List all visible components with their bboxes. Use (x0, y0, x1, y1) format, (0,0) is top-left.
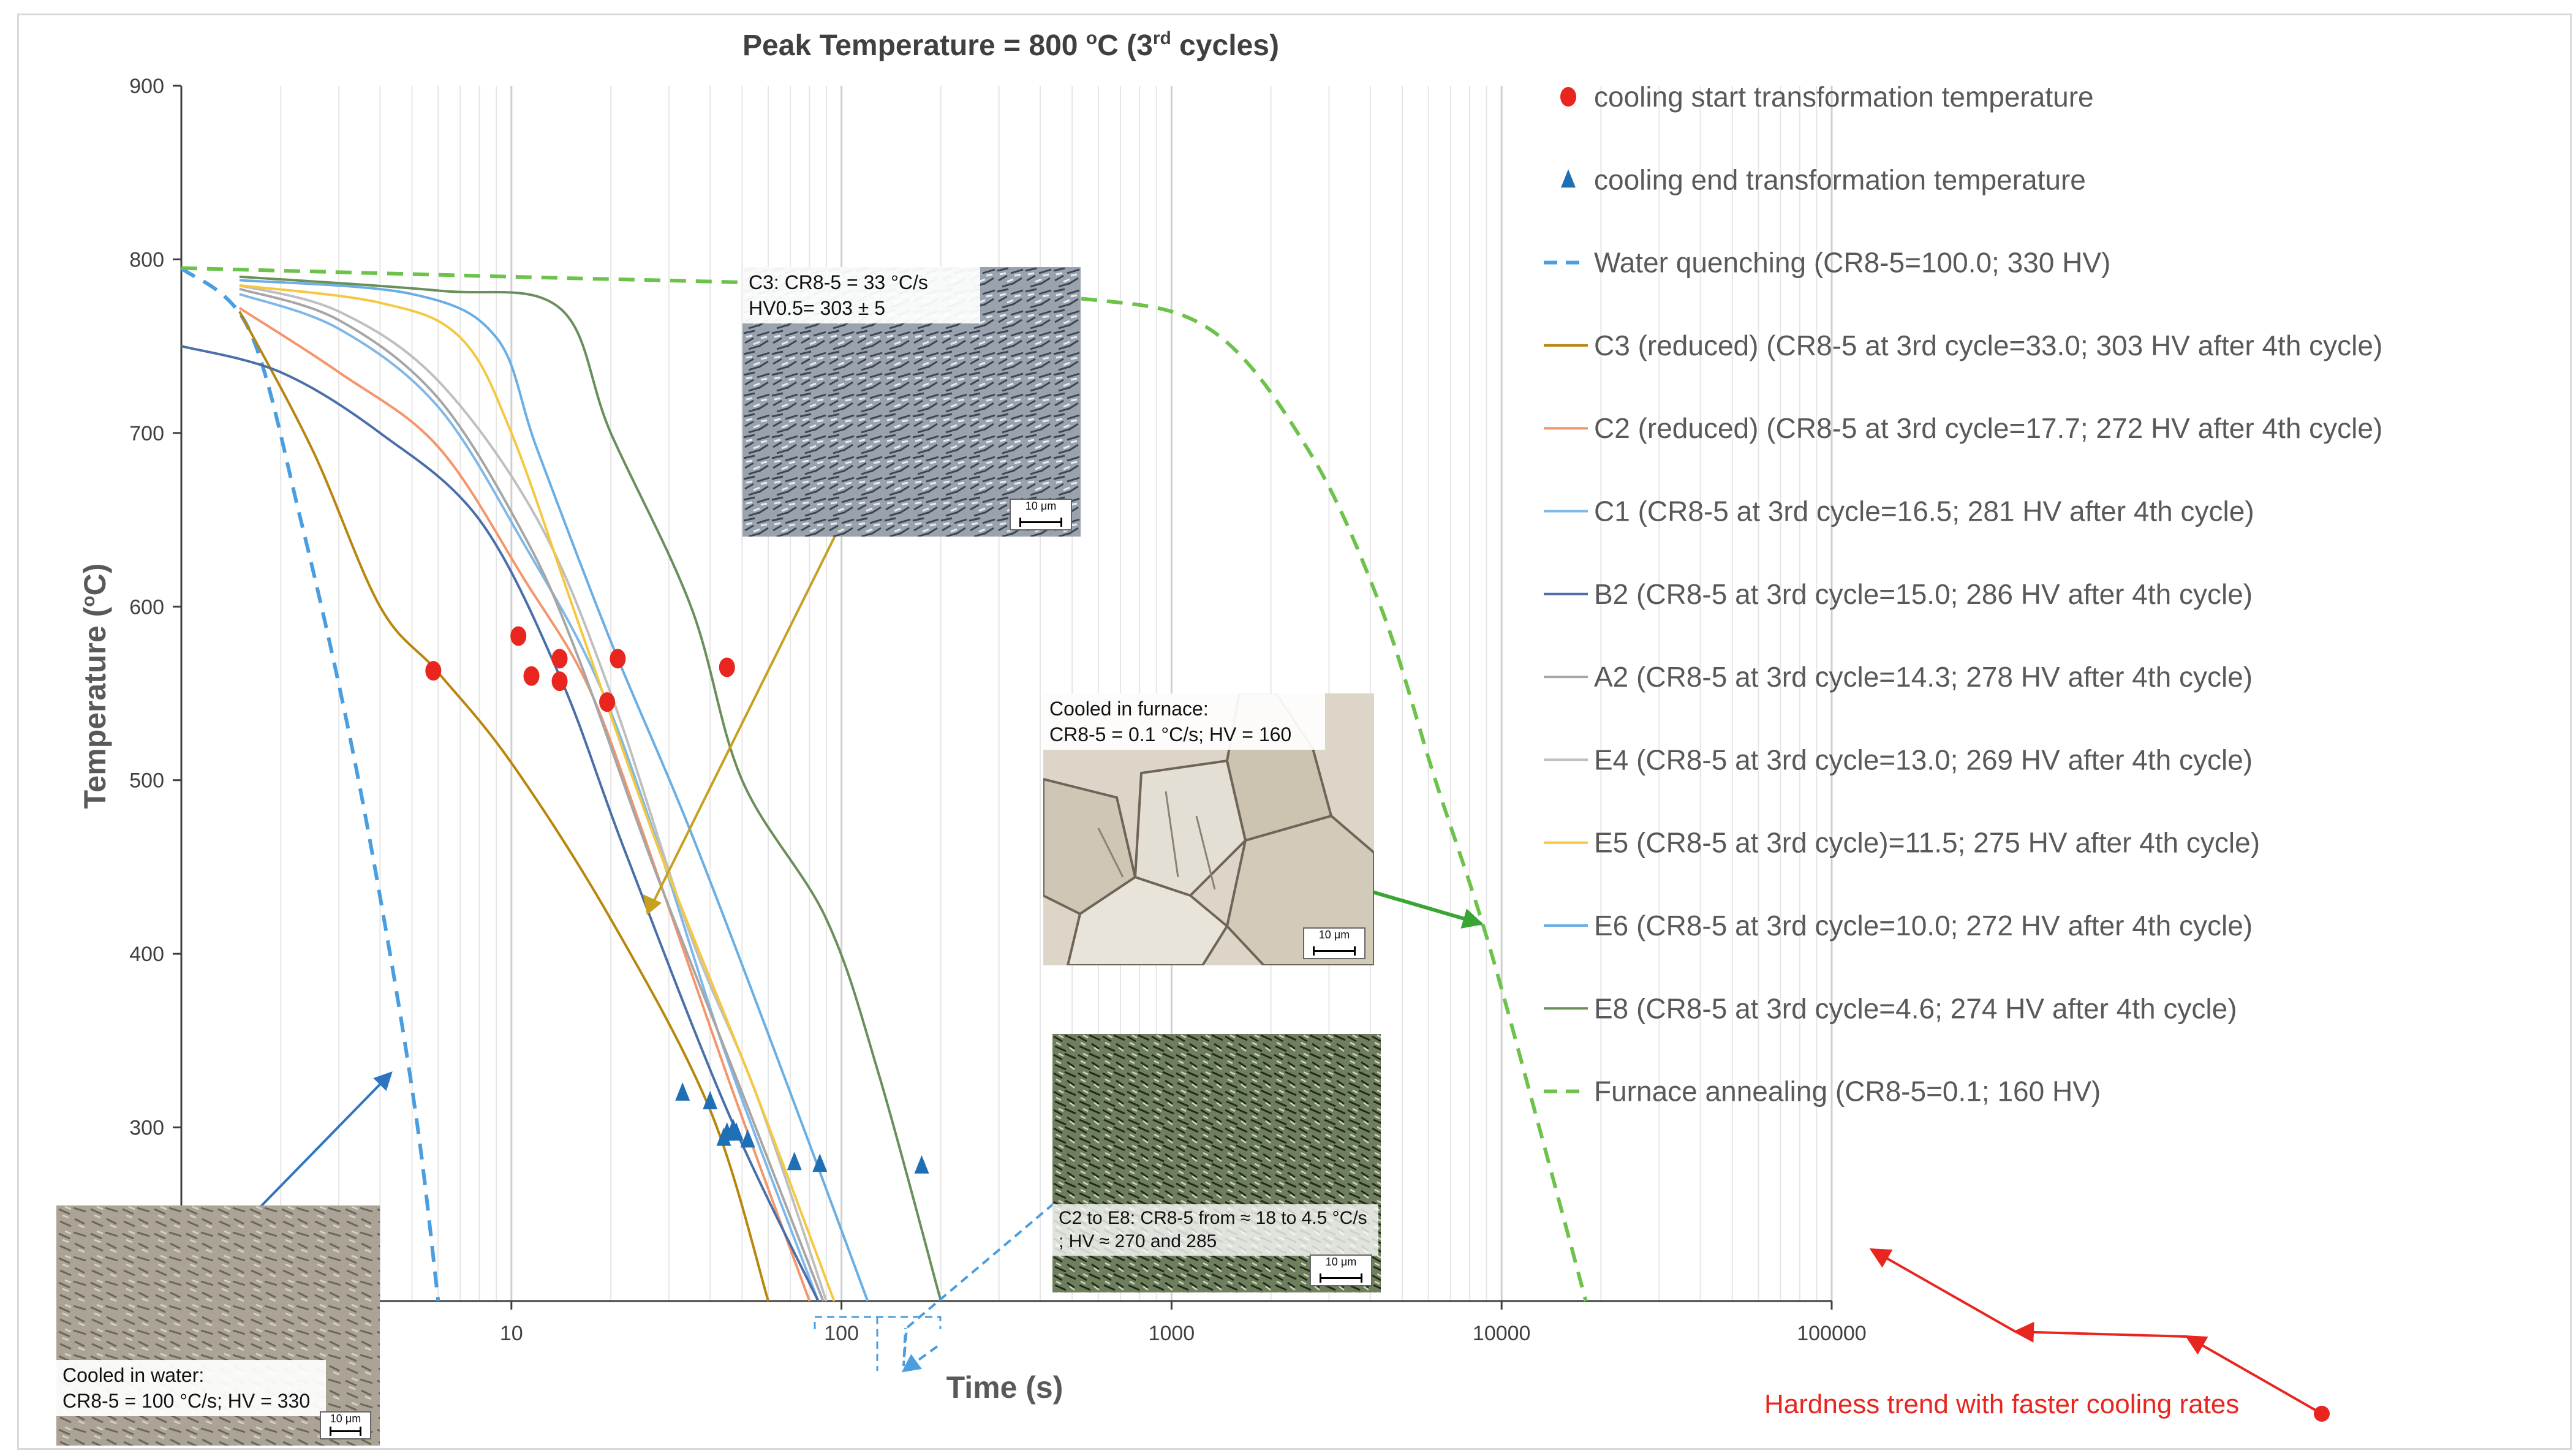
start-marker-1 (510, 626, 527, 646)
inset-furnace-scale-bar: 10 μm (1303, 927, 1365, 959)
legend-label-9: E5 (CR8-5 at 3rd cycle)=11.5; 275 HV aft… (1594, 827, 2260, 859)
inset-furnace-line1: Cooled in furnace: (1049, 698, 1209, 720)
series-line-0 (179, 266, 440, 1302)
inset-water-scale-label: 10 μm (330, 1413, 361, 1425)
marker-layer (425, 626, 929, 1174)
inset-water-scale-bar: 10 μm (320, 1411, 371, 1439)
x-axis-title: Time (s) (946, 1370, 1063, 1405)
x-tick-label: 100 (824, 1322, 859, 1345)
series-line-1 (238, 311, 770, 1302)
x-tick-label: 10 (500, 1322, 523, 1345)
legend-label-1: cooling end transformation temperature (1594, 164, 2086, 195)
series-line-5 (239, 287, 825, 1302)
end-marker-0 (675, 1082, 690, 1101)
legend-label-8: E4 (CR8-5 at 3rd cycle=13.0; 269 HV afte… (1594, 744, 2253, 775)
inset-c2e8-scale-label: 10 μm (1325, 1256, 1357, 1268)
inset-furnace-caption: Cooled in furnace: CR8-5 = 0.1 °C/s; HV =… (1043, 693, 1325, 750)
start-marker-7 (719, 657, 735, 677)
inset-c2e8-scale-bar: 10 μm (1310, 1254, 1372, 1286)
start-marker-6 (610, 649, 626, 669)
trend-origin-dot (2314, 1406, 2330, 1422)
legend-label-0: cooling start transformation temperature (1594, 81, 2094, 113)
inset-c3-scale-label: 10 μm (1025, 500, 1057, 512)
legend-label-4: C2 (reduced) (CR8-5 at 3rd cycle=17.7; 2… (1594, 412, 2382, 444)
legend: cooling start transformation temperature… (1544, 81, 2382, 1107)
hardness-trend-label: Hardness trend with faster cooling rates (1764, 1389, 2240, 1419)
legend-swatch-1 (1561, 169, 1576, 188)
series-line-3 (239, 293, 820, 1302)
start-marker-0 (425, 661, 442, 681)
inset-c2e8-caption: C2 to E8: CR8-5 from ≈ 18 to 4.5 °C/s ; H… (1052, 1204, 1378, 1256)
x-axis-ticks: 10 100 1000 10000 100000 (500, 1301, 1867, 1345)
inset-c3-caption: C3: CR8-5 = 33 °C/s HV0.5= 303 ± 5 (742, 267, 980, 323)
inset-water-line1: Cooled in water: (62, 1364, 205, 1386)
legend-label-6: B2 (CR8-5 at 3rd cycle=15.0; 286 HV afte… (1594, 578, 2253, 610)
y-tick-label: 800 (129, 248, 164, 271)
arrow-c2e8 (902, 1202, 1055, 1367)
end-marker-7 (787, 1152, 802, 1171)
series-line-9 (239, 275, 942, 1302)
inset-c3-scale-bar: 10 μm (1010, 499, 1072, 530)
start-marker-4 (551, 671, 568, 692)
legend-label-12: Furnace annealing (CR8-5=0.1; 160 HV) (1594, 1076, 2101, 1107)
chart-title: Peak Temperature = 800 oC (3rd cycles) (742, 28, 1279, 62)
y-axis-title: Temperature (oC) (78, 564, 112, 809)
trend-arrow-3 (1869, 1248, 2016, 1333)
inset-c3-line1: C3: CR8-5 = 33 °C/s (749, 271, 928, 293)
inset-water-caption: Cooled in water: CR8-5 = 100 °C/s; HV = 3… (56, 1360, 326, 1416)
legend-label-5: C1 (CR8-5 at 3rd cycle=16.5; 281 HV afte… (1594, 496, 2254, 527)
arrow-c3-head (643, 894, 662, 915)
legend-label-3: C3 (reduced) (CR8-5 at 3rd cycle=33.0; 3… (1594, 330, 2382, 361)
y-tick-label: 700 (129, 422, 164, 445)
y-tick-label: 400 (129, 943, 164, 966)
start-marker-3 (551, 649, 568, 669)
inset-c2e8-line2: ; HV ≈ 270 and 285 (1059, 1231, 1217, 1251)
series-line-2 (238, 307, 811, 1302)
y-tick-label: 900 (129, 75, 164, 98)
y-tick-label: 300 (129, 1117, 164, 1140)
inset-furnace-line2: CR8-5 = 0.1 °C/s; HV = 160 (1049, 723, 1292, 745)
end-marker-9 (914, 1155, 929, 1174)
start-marker-2 (523, 666, 540, 686)
inset-c2e8-micrograph: C2 to E8: CR8-5 from ≈ 18 to 4.5 °C/s ; H… (1052, 1034, 1381, 1292)
series-line-8 (239, 279, 869, 1302)
series-line-7 (239, 284, 836, 1302)
x-tick-label: 100000 (1797, 1322, 1866, 1345)
end-marker-1 (703, 1091, 718, 1110)
inset-water-line2: CR8-5 = 100 °C/s; HV = 330 (62, 1390, 311, 1412)
arrow-c2e8-head (901, 1345, 939, 1373)
legend-label-10: E6 (CR8-5 at 3rd cycle=10.0; 272 HV afte… (1594, 910, 2253, 941)
inset-water-micrograph: Cooled in water: CR8-5 = 100 °C/s; HV = 3… (56, 1205, 380, 1446)
y-axis-ticks: 900 800 700 600 500 400 300 (129, 75, 181, 1140)
inset-c3-micrograph: C3: CR8-5 = 33 °C/s HV0.5= 303 ± 5 10 μm (742, 267, 1081, 537)
legend-label-7: A2 (CR8-5 at 3rd cycle=14.3; 278 HV afte… (1594, 661, 2253, 693)
x-tick-label: 10000 (1473, 1322, 1531, 1345)
series-layer (179, 266, 1588, 1302)
inset-furnace-scale-label: 10 μm (1318, 929, 1350, 941)
inset-furnace-micrograph: Cooled in furnace: CR8-5 = 0.1 °C/s; HV =… (1043, 693, 1374, 965)
x-tick-label: 1000 (1149, 1322, 1195, 1345)
start-marker-5 (599, 692, 616, 712)
legend-label-11: E8 (CR8-5 at 3rd cycle=4.6; 274 HV after… (1594, 992, 2237, 1024)
legend-label-2: Water quenching (CR8-5=100.0; 330 HV) (1594, 247, 2110, 279)
legend-swatch-0 (1560, 87, 1576, 107)
trend-arrow-1 (2185, 1335, 2322, 1415)
chart-frame (17, 13, 2572, 1450)
inset-c3-line2: HV0.5= 303 ± 5 (749, 297, 886, 319)
y-tick-label: 600 (129, 595, 164, 619)
end-marker-5 (728, 1122, 744, 1141)
series-line-10 (181, 266, 1588, 1302)
y-tick-label: 500 (129, 769, 164, 793)
end-marker-8 (812, 1153, 828, 1172)
inset-c2e8-line1: C2 to E8: CR8-5 from ≈ 18 to 4.5 °C/s (1059, 1208, 1367, 1228)
end-marker-6 (740, 1129, 755, 1148)
trend-arrow-2 (2013, 1321, 2188, 1343)
